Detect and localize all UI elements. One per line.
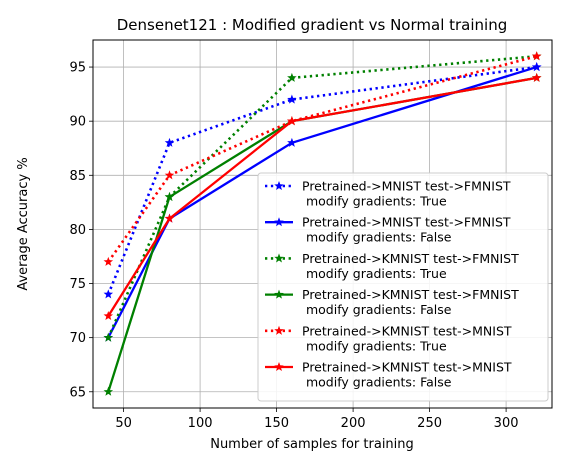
data-point	[103, 332, 114, 342]
legend-marker	[274, 362, 284, 372]
y-tick-label: 90	[69, 115, 86, 130]
legend-item: Pretrained->KMNIST test->MNIST modify gr…	[265, 360, 512, 390]
y-tick-label: 85	[69, 169, 86, 184]
x-axis-label: Number of samples for training	[210, 437, 414, 452]
legend-marker	[274, 325, 284, 335]
legend-marker	[274, 253, 284, 263]
data-point	[103, 311, 114, 321]
y-axis: 65 70 75 80 85 90 95	[69, 61, 93, 400]
legend-label: Pretrained->KMNIST test->MNIST modify gr…	[302, 323, 512, 353]
y-axis-label: Average Accuracy %	[16, 157, 31, 290]
data-point	[164, 170, 175, 180]
data-point	[287, 72, 297, 82]
data-point	[287, 137, 297, 147]
x-tick-label: 250	[417, 416, 442, 431]
y-tick-label: 75	[69, 277, 86, 292]
legend-label: Pretrained->KMNIST test->MNIST modify gr…	[302, 360, 512, 390]
series-line	[107, 65, 538, 339]
legend-label: Pretrained->MNIST test->FMNIST modify gr…	[302, 215, 511, 245]
data-point	[531, 72, 542, 82]
x-tick-label: 300	[494, 416, 519, 431]
data-point	[287, 94, 297, 104]
legend-item: Pretrained->MNIST test->FMNIST modify gr…	[265, 215, 511, 245]
y-tick-label: 95	[69, 61, 86, 76]
x-tick-label: 150	[264, 416, 289, 431]
data-point	[164, 191, 175, 201]
legend-marker	[274, 181, 284, 191]
y-tick-label: 80	[69, 223, 86, 238]
legend-item: Pretrained->KMNIST test->FMNIST modify g…	[265, 251, 519, 281]
y-tick-label: 65	[69, 385, 86, 400]
data-point	[164, 137, 175, 147]
series-layer	[103, 51, 542, 396]
legend-label: Pretrained->KMNIST test->FMNIST modify g…	[302, 287, 519, 317]
legend-marker	[274, 289, 284, 299]
legend-box	[257, 172, 549, 402]
legend-label: Pretrained->MNIST test->FMNIST modify gr…	[302, 179, 511, 209]
chart-title: Densenet121 : Modified gradient vs Norma…	[117, 16, 508, 34]
data-point	[531, 51, 542, 61]
x-tick-label: 200	[341, 416, 366, 431]
data-point	[103, 386, 114, 396]
data-point	[103, 289, 114, 299]
legend: Pretrained->MNIST test->FMNIST modify gr…	[257, 172, 549, 402]
series-line	[107, 76, 537, 317]
x-tick-label: 100	[188, 416, 213, 431]
legend-item: Pretrained->KMNIST test->FMNIST modify g…	[265, 287, 519, 317]
x-tick-label: 50	[115, 416, 132, 431]
legend-label: Pretrained->KMNIST test->FMNIST modify g…	[302, 251, 519, 281]
plot-frame	[92, 39, 553, 409]
data-point	[103, 256, 114, 266]
data-point	[287, 116, 297, 126]
legend-item: Pretrained->KMNIST test->MNIST modify gr…	[265, 323, 512, 353]
series-6	[103, 72, 542, 321]
y-tick-label: 70	[69, 331, 86, 346]
data-point	[531, 62, 542, 72]
data-point	[164, 213, 175, 223]
legend-marker	[274, 217, 284, 227]
legend-item: Pretrained->MNIST test->FMNIST modify gr…	[265, 179, 511, 209]
x-axis: 50 100 150 200 250 300	[115, 408, 519, 431]
series-line	[107, 54, 538, 263]
